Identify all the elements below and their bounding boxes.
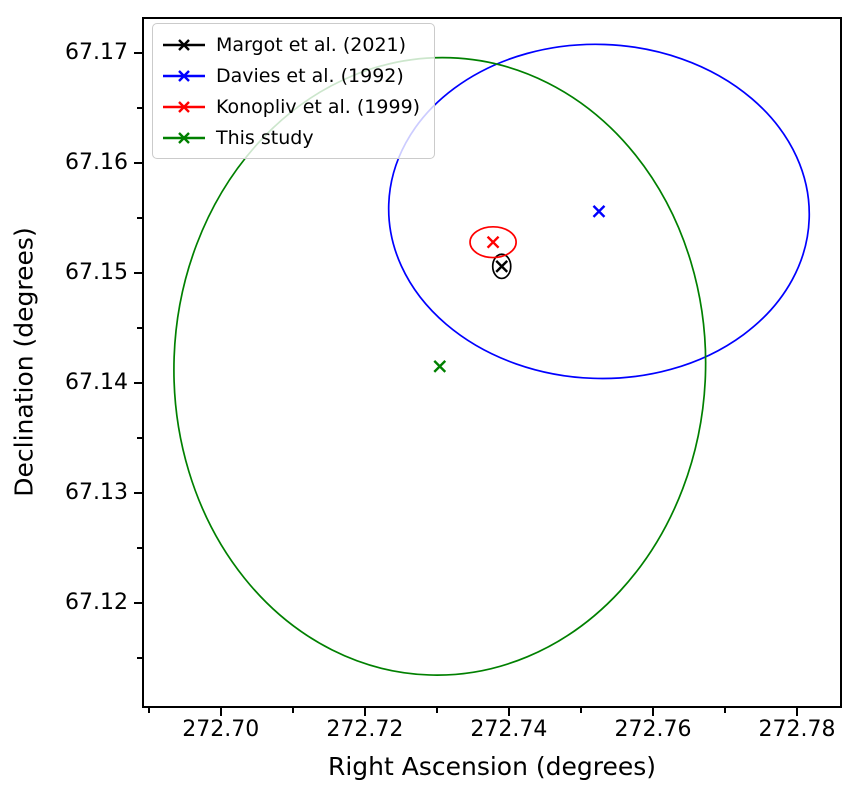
x-tick-label: 272.78 xyxy=(758,717,836,742)
konopliv-et-al-1999-marker xyxy=(486,235,500,249)
y-major-tick xyxy=(134,491,142,494)
y-minor-tick xyxy=(137,216,142,219)
legend: Margot et al. (2021) Davies et al. (1992)… xyxy=(152,23,436,159)
x-major-tick xyxy=(363,708,366,716)
legend-line-x-marker-icon xyxy=(163,69,205,82)
x-minor-tick xyxy=(291,708,294,713)
y-minor-tick xyxy=(137,546,142,549)
x-tick-label: 272.74 xyxy=(470,717,548,742)
this-study-marker xyxy=(433,359,447,373)
legend-line-x-marker-icon xyxy=(163,38,205,51)
margot-et-al-2021-marker xyxy=(495,259,509,273)
legend-label: Davies et al. (1992) xyxy=(216,64,404,87)
davies-et-al-1992-marker xyxy=(592,205,606,218)
y-tick-label: 67.13 xyxy=(65,479,128,505)
y-minor-tick xyxy=(137,107,142,110)
legend-label: This study xyxy=(216,126,314,149)
x-minor-tick xyxy=(435,708,438,713)
x-minor-tick xyxy=(147,708,150,713)
y-tick-label: 67.14 xyxy=(65,369,128,395)
x-major-tick xyxy=(796,708,799,716)
y-major-tick xyxy=(134,271,142,274)
y-tick-label: 67.16 xyxy=(65,150,128,176)
y-major-tick xyxy=(134,162,142,165)
y-major-tick xyxy=(134,601,142,604)
konopliv-et-al-1999-error-ellipse xyxy=(469,225,517,259)
davies-et-al-1992-error-ellipse xyxy=(387,43,811,380)
x-tick-label: 272.72 xyxy=(326,717,404,742)
margot-et-al-2021-error-ellipse xyxy=(491,253,512,280)
chart-canvas xyxy=(173,43,811,676)
x-major-tick xyxy=(507,708,510,716)
x-minor-tick xyxy=(724,708,727,713)
x-major-tick xyxy=(651,708,654,716)
legend-item-konopliv-et-al-1999: Konopliv et al. (1999) xyxy=(161,91,420,122)
y-minor-tick xyxy=(137,436,142,439)
this-study-error-ellipse xyxy=(173,56,707,676)
legend-label: Konopliv et al. (1999) xyxy=(216,95,421,118)
legend-item-margot-et-al-2021: Margot et al. (2021) xyxy=(161,29,420,60)
y-axis-label: Declination (degrees) xyxy=(9,227,39,497)
x-axis-label: Right Ascension (degrees) xyxy=(327,752,657,781)
legend-item-this-study: This study xyxy=(161,122,420,153)
legend-item-davies-et-al-1992: Davies et al. (1992) xyxy=(161,60,420,91)
y-major-tick xyxy=(134,52,142,55)
y-tick-label: 67.17 xyxy=(65,40,128,66)
x-tick-label: 272.70 xyxy=(182,717,260,742)
y-minor-tick xyxy=(137,656,142,659)
legend-line-x-marker-icon xyxy=(163,100,205,113)
y-minor-tick xyxy=(137,326,142,329)
plot-area xyxy=(142,17,842,708)
y-major-tick xyxy=(134,381,142,384)
legend-line-x-marker-icon xyxy=(163,131,205,144)
x-major-tick xyxy=(219,708,222,716)
legend-label: Margot et al. (2021) xyxy=(216,33,407,56)
x-tick-label: 272.76 xyxy=(614,717,692,742)
y-tick-label: 67.15 xyxy=(65,259,128,285)
x-minor-tick xyxy=(579,708,582,713)
y-tick-label: 67.12 xyxy=(65,589,128,615)
